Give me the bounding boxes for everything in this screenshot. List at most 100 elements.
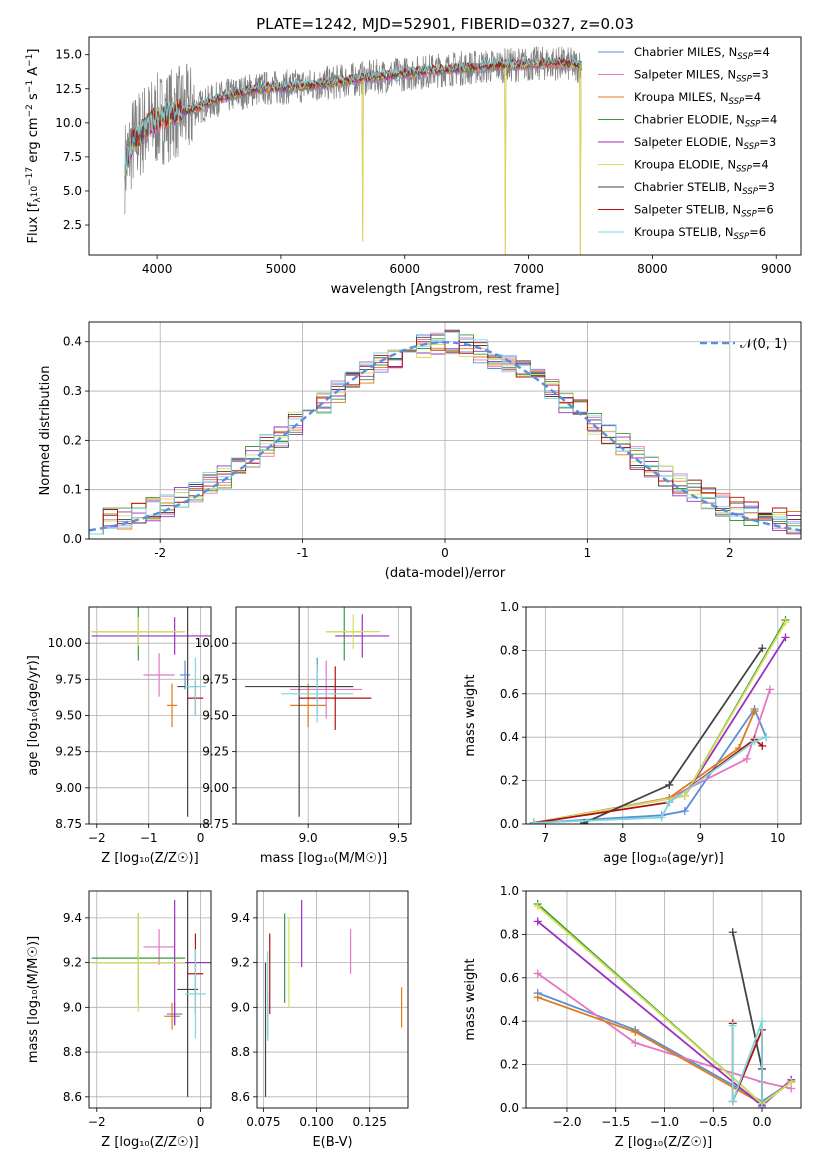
y-tick-label: 0.4 bbox=[500, 730, 519, 744]
weight-point bbox=[657, 813, 666, 822]
mass-vs-Z-panel: −2 0 8.6 8.8 9.0 9.2 9.4 Z [log₁₀(Z/Z☉)] mass [l… bbox=[26, 890, 212, 1150]
y-tick-label: 9.25 bbox=[55, 745, 82, 759]
y-tick-label: 8.6 bbox=[231, 1090, 250, 1104]
legend-entry-name: Kroupa MILES, N bbox=[634, 90, 729, 104]
y-axis-label: mass [log₁₀(M/M☉)] bbox=[26, 936, 41, 1063]
x-tick-label: 0 bbox=[197, 1115, 205, 1129]
x-tick-label: 9.5 bbox=[389, 831, 408, 845]
legend-entry: Chabrier ELODIE, NSSP=4 bbox=[634, 113, 777, 130]
y-axis-label: Normed distribution bbox=[38, 366, 53, 496]
y-tick-label: 15.0 bbox=[55, 48, 82, 62]
x-axis-label: Z [log₁₀(Z/Z☉)] bbox=[101, 851, 198, 866]
weight-point bbox=[533, 969, 542, 978]
x-tick-label: -1 bbox=[297, 546, 309, 560]
plot-area bbox=[236, 607, 411, 824]
mass-vs-EBV-panel: 0.075 0.100 0.125 8.6 8.8 9.0 9.2 9.4 E(B-V) bbox=[231, 890, 409, 1150]
y-tick-label: 0.0 bbox=[63, 532, 82, 546]
y-axis-label-part: λ bbox=[33, 197, 43, 203]
plot-area bbox=[89, 322, 801, 539]
legend-entry-tail: =6 bbox=[749, 225, 766, 239]
weight-point bbox=[529, 818, 538, 824]
legend-entry-sub: SSP bbox=[734, 232, 750, 242]
plot-area bbox=[89, 607, 211, 824]
legend-entry-sub: SSP bbox=[736, 75, 752, 85]
x-tick-label: 4000 bbox=[142, 262, 173, 276]
weight-point bbox=[680, 791, 689, 800]
x-tick-label: −1 bbox=[140, 831, 158, 845]
y-tick-label: 9.25 bbox=[202, 745, 229, 759]
y-tick-label: 9.75 bbox=[202, 672, 229, 686]
y-axis-label-part: s bbox=[26, 93, 41, 104]
y-tick-label: 0.2 bbox=[63, 433, 82, 447]
weight-point bbox=[758, 741, 767, 750]
y-tick-label: 8.6 bbox=[63, 1090, 82, 1104]
axes-frame bbox=[88, 606, 212, 825]
spectrum-panel: 4000 5000 6000 7000 8000 9000 2.5 5.0 7.5 10.0 12.… bbox=[25, 36, 802, 297]
weight-point bbox=[728, 1021, 737, 1030]
y-tick-label: 9.00 bbox=[55, 781, 82, 795]
x-tick-label: 0.100 bbox=[299, 1115, 333, 1129]
weight-line bbox=[533, 738, 763, 824]
legend-entry-tail: =4 bbox=[744, 90, 761, 104]
weight-point bbox=[758, 644, 767, 653]
figure-title: PLATE=1242, MJD=52901, FIBERID=0327, z=0… bbox=[256, 15, 634, 33]
x-tick-label: 5000 bbox=[266, 262, 297, 276]
y-tick-label: 12.5 bbox=[55, 82, 82, 96]
weight-point bbox=[728, 928, 737, 937]
x-axis-label: Z [log₁₀(Z/Z☉)] bbox=[615, 1135, 712, 1150]
y-tick-label: 9.0 bbox=[63, 1000, 82, 1014]
y-axis-label: mass weight bbox=[463, 958, 478, 1040]
y-tick-label: 0.2 bbox=[500, 1058, 519, 1072]
x-tick-label: 7000 bbox=[513, 262, 544, 276]
axes-frame bbox=[88, 890, 212, 1109]
x-tick-label: −2.0 bbox=[552, 1115, 581, 1129]
legend-entry-sub: SSP bbox=[742, 187, 758, 197]
weight-point bbox=[533, 902, 542, 911]
weight-point bbox=[787, 1077, 796, 1086]
model-spectrum-5 bbox=[124, 57, 583, 255]
legend-entry: Salpeter ELODIE, NSSP=3 bbox=[634, 135, 776, 152]
y-tick-label: 0.0 bbox=[500, 817, 519, 831]
legend-entry: Kroupa MILES, NSSP=4 bbox=[634, 90, 761, 107]
weight-line bbox=[533, 736, 767, 824]
y-tick-label: 9.75 bbox=[55, 672, 82, 686]
legend-entry-name: Salpeter MILES, N bbox=[634, 68, 736, 82]
model-spectrum-8 bbox=[124, 56, 583, 177]
axes-frame bbox=[88, 36, 802, 256]
weight-point bbox=[750, 737, 759, 746]
x-tick-label: 8000 bbox=[637, 262, 668, 276]
y-tick-label: 0.0 bbox=[500, 1101, 519, 1115]
legend-entry-sub: SSP bbox=[729, 97, 745, 107]
y-tick-label: 9.4 bbox=[231, 911, 250, 925]
y-tick-label: 0.8 bbox=[500, 927, 519, 941]
legend-entry-tail: =4 bbox=[753, 45, 770, 59]
y-axis-label: age [log₁₀(age/yr)] bbox=[26, 655, 41, 776]
residuals-panel: -2 -1 0 1 2 0.0 0.1 0.2 0.3 0.4 (data-model)/error… bbox=[38, 321, 802, 581]
y-tick-label: 8.8 bbox=[63, 1045, 82, 1059]
weight-point bbox=[757, 1104, 766, 1108]
weight-point bbox=[757, 1017, 766, 1026]
y-tick-label: 9.2 bbox=[231, 956, 250, 970]
plot-area bbox=[526, 891, 801, 1108]
residual-histogram-3 bbox=[89, 334, 801, 535]
weight-point bbox=[665, 780, 674, 789]
y-axis-label-part: A bbox=[26, 67, 41, 80]
weight-point bbox=[742, 754, 751, 763]
y-axis-label-part: −1 bbox=[25, 54, 35, 67]
axes-frame bbox=[235, 606, 412, 825]
legend-entry-name: Chabrier ELODIE, N bbox=[634, 113, 745, 127]
x-tick-label: 0 bbox=[441, 546, 449, 560]
y-tick-label: 0.6 bbox=[500, 687, 519, 701]
legend-entry: Kroupa ELODIE, NSSP=4 bbox=[634, 158, 769, 175]
observed-spectrum bbox=[124, 46, 581, 215]
plot-area bbox=[257, 891, 408, 1108]
y-tick-label: 9.50 bbox=[202, 709, 229, 723]
y-tick-label: 9.2 bbox=[63, 956, 82, 970]
weight-line bbox=[537, 972, 792, 1090]
x-tick-label: 1 bbox=[584, 546, 592, 560]
legend-entry: Kroupa STELIB, NSSP=6 bbox=[634, 225, 766, 242]
y-tick-label: 1.0 bbox=[500, 884, 519, 898]
y-axis-label-part: 10 bbox=[30, 186, 40, 198]
x-tick-label: 2 bbox=[726, 546, 734, 560]
weight-point bbox=[665, 798, 674, 807]
